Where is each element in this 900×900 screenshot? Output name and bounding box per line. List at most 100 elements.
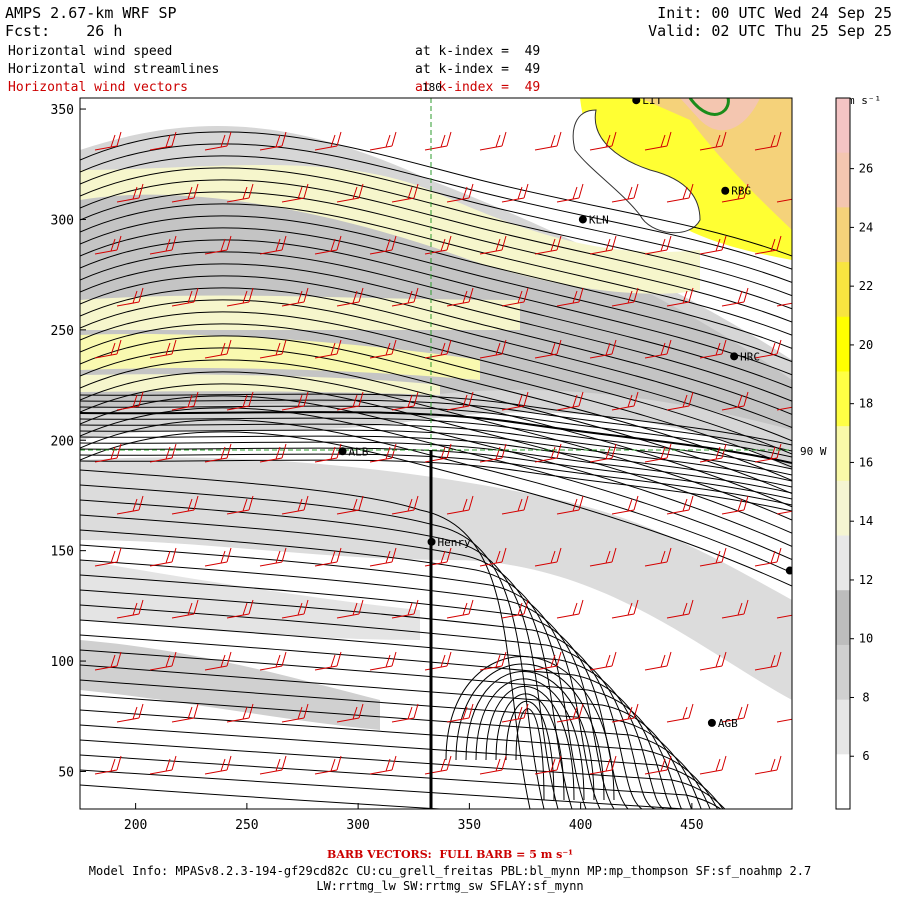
colorbar-swatch [836,480,850,537]
station-marker [730,352,739,361]
colorbar-swatch [836,98,850,154]
y-tick-label: 150 [51,545,74,560]
wind-barb [336,287,364,307]
colorbar-frame [835,97,851,810]
streamline [515,708,545,801]
streamline [80,371,792,521]
wind-barb [204,443,232,463]
wind-barb [666,495,694,515]
colorbar-swatch [836,426,850,482]
wind-barb [589,443,617,463]
station-label: RBG [731,185,751,198]
streamline [80,694,740,809]
wind-barb [479,131,507,151]
physics-info: LW:rrtmg_lw SW:rrtmg_sw SFLAY:sf_mynn [316,879,584,893]
wind-barb [479,755,507,775]
model-title: AMPS 2.67-km WRF SP [5,4,177,22]
station-marker [707,718,716,727]
streamline [80,634,684,809]
streamline [80,447,792,500]
wind-barb [699,235,727,255]
wind-barb [204,755,232,775]
wind-barb [281,495,309,515]
wind-barb [501,495,529,515]
wind-barb [666,183,694,203]
x-tick-label: 450 [680,818,703,833]
wind-barb [116,703,144,723]
x-tick-label: 300 [346,818,369,833]
wind-barb [391,495,419,515]
parallel-label: 90 W [800,445,827,458]
station-marker [427,537,436,546]
wind-barb [479,651,507,671]
wind-barb [281,703,309,723]
streamline [485,685,575,801]
wind-barb [611,703,639,723]
wind-barb [721,495,749,515]
wind-barb [699,651,727,671]
wind-barb [336,183,364,203]
streamline [80,407,792,561]
wind-barb [314,651,342,671]
wind-barb [149,339,177,359]
wind-barb [116,183,144,203]
wind-barb [501,391,529,411]
wind-barb [149,443,177,463]
wind-barb [424,131,452,151]
wind-barb [259,235,287,255]
init-time: Init: 00 UTC Wed 24 Sep 25 [657,4,892,22]
station-marker [578,215,587,224]
wind-barb [556,183,584,203]
station-marker [632,98,641,105]
wind-barb [666,287,694,307]
wind-barb [424,651,452,671]
streamline [80,405,792,458]
wind-barb [754,131,782,151]
streamline [80,649,698,809]
wind-barb [259,547,287,567]
wind-barb [534,131,562,151]
wind-barb [611,183,639,203]
streamline [80,299,792,442]
streamline [80,393,792,446]
streamline [80,155,792,283]
wind-barb [226,599,254,619]
station-label: Henry [438,536,471,549]
wind-barb [204,547,232,567]
wind-barb [171,703,199,723]
streamline [80,191,792,323]
wind-barb [94,131,122,151]
wind-barb [754,651,782,671]
wind-barb [534,547,562,567]
wind-barb [666,391,694,411]
axes: 200 250 300 350 400 450 50 100 150 200 250 300 350 [51,103,704,833]
streamline [80,441,792,494]
wind-barb [534,339,562,359]
wind-barb [699,131,727,151]
wind-barb [281,287,309,307]
wind-barb [501,183,529,203]
wind-barb [314,131,342,151]
wind-barb [226,703,254,723]
colorbar-label: 16 [859,455,873,469]
wind-barb [666,599,694,619]
wind-barb [424,235,452,255]
y-tick-label: 50 [58,765,74,780]
wind-barb [776,510,792,515]
wind-barb [281,599,309,619]
streamline [80,423,792,476]
wind-barb [314,339,342,359]
wind-barb [611,599,639,619]
wind-barb [556,599,584,619]
field-name-vectors: Horizontal wind vectors [8,80,189,95]
colorbar-swatch [836,754,850,810]
streamline [80,709,754,809]
streamline [80,179,792,310]
map-frame [79,97,793,810]
wind-barb [589,651,617,671]
wind-barb [501,703,529,723]
wind-barb [314,235,342,255]
wind-barb [369,131,397,151]
wind-barb [226,495,254,515]
